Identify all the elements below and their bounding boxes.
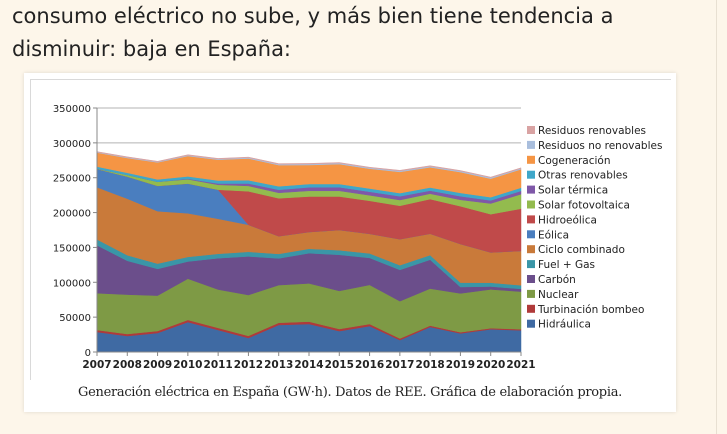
- legend-label: Hidráulica: [538, 319, 591, 331]
- legend-label: Otras renovables: [538, 170, 628, 182]
- legend-label: Cogeneración: [538, 155, 611, 167]
- legend-label: Eólica: [538, 229, 569, 241]
- figure-caption: Generación eléctrica en España (GW·h). D…: [78, 385, 622, 400]
- x-tick-label: 2015: [325, 359, 354, 371]
- y-tick-label: 50000: [59, 313, 91, 324]
- legend: Residuos renovables Residuos no renovable…: [527, 125, 662, 331]
- legend-item: Residuos no renovables: [527, 140, 662, 152]
- y-tick-label: 350000: [53, 104, 91, 115]
- legend-swatch: [527, 304, 535, 313]
- y-tick-label: 200000: [53, 209, 91, 220]
- legend-label: Solar térmica: [538, 185, 608, 197]
- legend-item: Nuclear: [527, 289, 579, 301]
- legend-label: Solar fotovoltaica: [538, 200, 630, 212]
- stacked-area-chart: 0 50000 100000 150000 200000 250000 300000 3500…: [53, 104, 663, 371]
- legend-item: Solar fotovoltaica: [527, 200, 630, 212]
- x-tick-label: 2011: [204, 359, 233, 371]
- legend-item: Eólica: [527, 229, 569, 241]
- y-tick-label: 250000: [53, 174, 91, 185]
- figure-card: 0 50000 100000 150000 200000 250000 300000 3500…: [24, 73, 676, 412]
- x-tick-label: 2010: [173, 359, 202, 371]
- x-tick-label: 2016: [355, 359, 384, 371]
- x-tick-label: 2009: [143, 359, 172, 371]
- legend-item: Ciclo combinado: [527, 244, 625, 256]
- legend-swatch: [527, 245, 535, 254]
- legend-item: Residuos renovables: [527, 125, 646, 137]
- y-tick-label: 150000: [53, 243, 91, 254]
- legend-swatch: [527, 230, 535, 239]
- legend-label: Nuclear: [538, 289, 579, 301]
- axes: [93, 107, 522, 356]
- x-tick-label: 2018: [416, 359, 445, 371]
- legend-item: Carbón: [527, 274, 576, 286]
- legend-label: Carbón: [538, 274, 576, 286]
- x-tick-label: 2014: [294, 359, 323, 371]
- x-tick-labels: 2007 2008 2009 2010 2011 2012 2013 2014 2015 2016…: [82, 359, 535, 371]
- legend-swatch: [527, 140, 535, 149]
- legend-item: Cogeneración: [527, 155, 611, 167]
- x-tick-label: 2008: [113, 359, 142, 371]
- x-tick-label: 2021: [506, 359, 535, 371]
- legend-item: Hidráulica: [527, 319, 591, 331]
- legend-swatch: [527, 126, 535, 134]
- legend-item: Solar térmica: [527, 185, 608, 197]
- legend-swatch: [527, 185, 535, 194]
- area-residuos-renovables: [96, 151, 522, 178]
- legend-item: Hidroeólica: [527, 214, 597, 226]
- legend-swatch: [527, 289, 535, 298]
- legend-label: Hidroeólica: [538, 214, 597, 226]
- y-tick-label: 300000: [53, 139, 91, 150]
- legend-label: Residuos no renovables: [538, 140, 662, 152]
- article-intro-text: consumo eléctrico no sube, y más bien ti…: [12, 4, 614, 61]
- legend-label: Fuel + Gas: [538, 259, 595, 271]
- chart-frame: 0 50000 100000 150000 200000 250000 300000 3500…: [30, 79, 671, 380]
- legend-swatch: [527, 155, 535, 164]
- legend-item: Fuel + Gas: [527, 259, 595, 271]
- legend-label: Ciclo combinado: [538, 244, 625, 256]
- x-tick-label: 2019: [446, 359, 475, 371]
- y-tick-labels: 0 50000 100000 150000 200000 250000 300000 3500…: [53, 104, 91, 359]
- legend-swatch: [527, 275, 535, 283]
- y-tick-label: 100000: [53, 278, 91, 289]
- x-tick-label: 2020: [476, 359, 505, 371]
- legend-label: Turbinación bombeo: [537, 304, 644, 316]
- legend-swatch: [527, 260, 535, 269]
- x-tick-label: 2017: [385, 359, 414, 371]
- legend-swatch: [527, 215, 535, 224]
- page-right-border: [716, 0, 717, 434]
- legend-swatch: [527, 319, 535, 328]
- x-tick-label: 2007: [82, 359, 111, 371]
- area-series: [96, 151, 522, 353]
- x-tick-label: 2012: [234, 359, 263, 371]
- legend-item: Turbinación bombeo: [527, 304, 644, 316]
- y-tick-label: 0: [85, 348, 91, 359]
- legend-swatch: [527, 200, 535, 209]
- legend-label: Residuos renovables: [538, 125, 646, 137]
- x-tick-label: 2013: [264, 359, 293, 371]
- legend-item: Otras renovables: [527, 170, 628, 182]
- legend-swatch: [527, 170, 535, 179]
